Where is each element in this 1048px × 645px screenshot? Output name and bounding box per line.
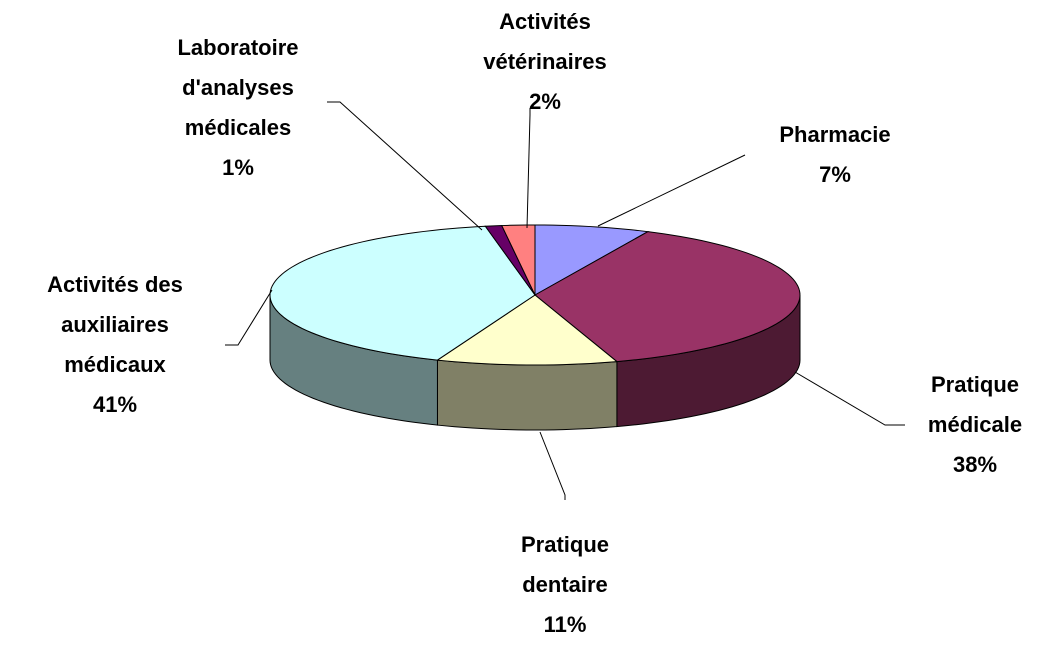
slice-label: Activités des auxiliaires médicaux 41%	[13, 265, 218, 425]
value-label: 7%	[819, 162, 851, 187]
leader-line	[794, 371, 905, 426]
leader-line	[597, 154, 746, 227]
slice-label: Pratique médicale 38%	[895, 365, 1048, 485]
value-label: 41%	[92, 392, 138, 417]
slice-label: Activités vétérinaires 2%	[445, 2, 645, 122]
leader-line	[539, 431, 566, 500]
category-name: Laboratoire d'analyses médicales	[177, 35, 299, 140]
value-label: 1%	[222, 155, 254, 180]
leader-line	[526, 108, 531, 229]
category-name: Pratique médicale	[927, 372, 1023, 437]
category-name: Activités des auxiliaires médicaux	[47, 272, 183, 377]
slice-label: Laboratoire d'analyses médicales 1%	[143, 28, 333, 188]
leader-line	[327, 101, 483, 231]
slice	[436, 294, 619, 366]
slice	[269, 225, 536, 361]
slice-label: Pratique dentaire 11%	[485, 525, 645, 645]
slice	[534, 224, 650, 296]
slice	[501, 224, 536, 296]
category-name: Pratique dentaire	[520, 532, 610, 597]
value-label: 11%	[543, 612, 587, 637]
value-label: 2%	[529, 89, 561, 114]
value-label: 38%	[952, 452, 998, 477]
slice-side	[436, 359, 618, 431]
category-name: Pharmacie	[779, 122, 891, 147]
slice-label: Pharmacie 7%	[735, 115, 935, 195]
category-name: Activités vétérinaires	[483, 9, 607, 74]
slice	[534, 231, 801, 363]
leader-line	[225, 289, 273, 346]
